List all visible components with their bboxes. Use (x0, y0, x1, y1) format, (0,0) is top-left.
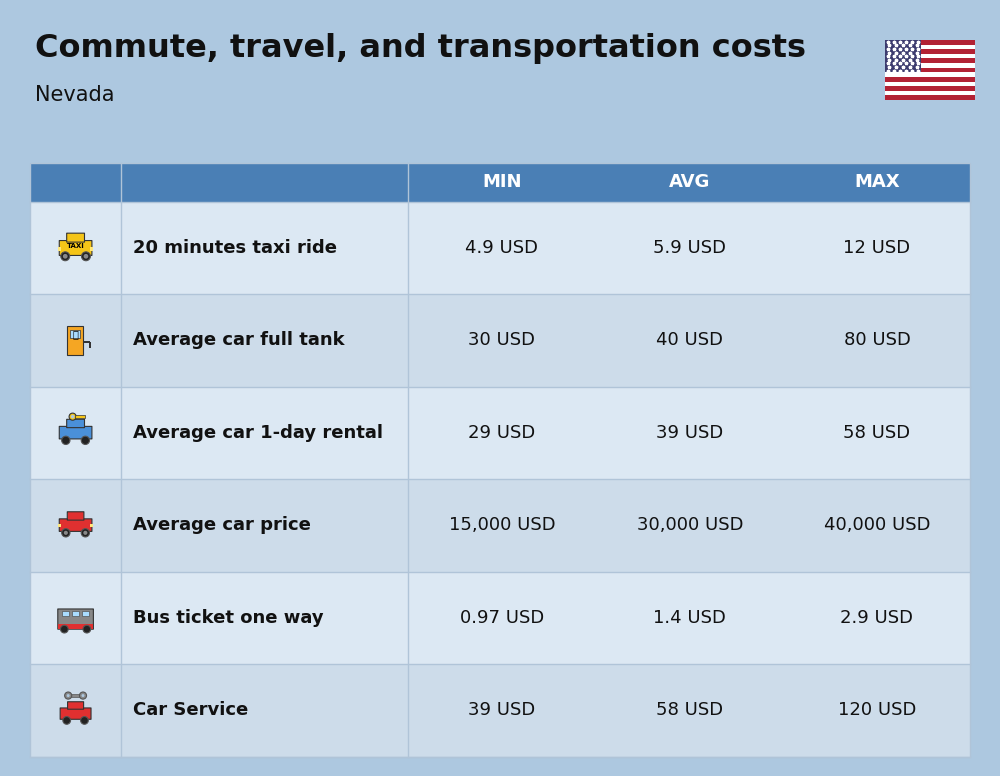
Bar (885, 58, 975, 63)
Bar (30, 386, 970, 479)
Text: 39 USD: 39 USD (656, 424, 724, 442)
Bar (885, 91, 975, 95)
Circle shape (81, 528, 89, 537)
Text: Average car price: Average car price (133, 516, 311, 535)
Bar (885, 40, 921, 72)
Circle shape (64, 531, 68, 535)
Text: 58 USD: 58 USD (843, 424, 911, 442)
Circle shape (84, 254, 88, 258)
Bar (30, 202, 970, 294)
Bar (885, 54, 975, 58)
Text: 4.9 USD: 4.9 USD (465, 239, 538, 257)
Text: 15,000 USD: 15,000 USD (449, 516, 555, 535)
Circle shape (63, 254, 68, 258)
Text: TAXI: TAXI (67, 243, 84, 248)
FancyBboxPatch shape (67, 233, 84, 242)
FancyBboxPatch shape (58, 609, 93, 629)
FancyBboxPatch shape (59, 241, 92, 255)
Bar (90, 248, 93, 251)
FancyBboxPatch shape (67, 512, 84, 520)
FancyBboxPatch shape (60, 708, 91, 719)
Bar (58, 624, 93, 629)
Bar (30, 163, 970, 757)
Bar (82, 611, 89, 616)
Circle shape (65, 692, 72, 699)
Circle shape (82, 694, 84, 697)
Text: 💧: 💧 (72, 329, 78, 339)
FancyBboxPatch shape (59, 519, 92, 532)
FancyBboxPatch shape (59, 426, 92, 439)
Bar (70, 330, 80, 338)
Bar (30, 479, 970, 572)
Text: 120 USD: 120 USD (838, 702, 916, 719)
Bar (30, 294, 970, 386)
Text: 39 USD: 39 USD (468, 702, 536, 719)
Bar (885, 86, 975, 91)
Bar (58, 248, 61, 251)
Text: 5.9 USD: 5.9 USD (653, 239, 726, 257)
Bar (885, 77, 975, 81)
Circle shape (61, 252, 70, 261)
FancyBboxPatch shape (68, 702, 84, 709)
Text: Average car 1-day rental: Average car 1-day rental (133, 424, 383, 442)
Circle shape (79, 692, 87, 699)
Text: 30,000 USD: 30,000 USD (637, 516, 743, 535)
Circle shape (60, 625, 68, 633)
Bar (885, 40, 975, 44)
Bar (885, 68, 975, 72)
Bar (75, 415, 85, 417)
Circle shape (81, 716, 88, 724)
Circle shape (62, 528, 70, 537)
Bar (58, 524, 61, 527)
Text: Commute, travel, and transportation costs: Commute, travel, and transportation cost… (35, 33, 806, 64)
Text: 12 USD: 12 USD (843, 239, 911, 257)
Bar (885, 72, 975, 77)
Bar (67, 326, 83, 355)
Text: 30 USD: 30 USD (468, 331, 535, 349)
Text: MIN: MIN (482, 173, 522, 192)
Circle shape (62, 436, 70, 445)
Text: 40,000 USD: 40,000 USD (824, 516, 930, 535)
Circle shape (63, 716, 71, 724)
Bar (83, 341, 90, 344)
Text: Bus ticket one way: Bus ticket one way (133, 609, 324, 627)
Bar (30, 163, 970, 202)
Bar (89, 342, 91, 348)
Text: AVG: AVG (669, 173, 711, 192)
Bar (885, 49, 975, 54)
Text: 0.97 USD: 0.97 USD (460, 609, 544, 627)
FancyBboxPatch shape (67, 419, 84, 428)
Circle shape (82, 252, 90, 261)
Circle shape (69, 413, 76, 421)
Bar (30, 572, 970, 664)
Bar (72, 611, 79, 616)
Text: Average car full tank: Average car full tank (133, 331, 345, 349)
Text: 58 USD: 58 USD (656, 702, 723, 719)
Bar (68, 694, 83, 697)
Text: 40 USD: 40 USD (656, 331, 723, 349)
Bar (885, 81, 975, 86)
Circle shape (71, 415, 74, 418)
Text: MAX: MAX (854, 173, 900, 192)
Text: 2.9 USD: 2.9 USD (840, 609, 913, 627)
Bar (30, 664, 970, 757)
Text: Nevada: Nevada (35, 85, 114, 105)
Text: 29 USD: 29 USD (468, 424, 536, 442)
Circle shape (67, 694, 70, 697)
Bar (62, 611, 69, 616)
Text: 1.4 USD: 1.4 USD (653, 609, 726, 627)
Circle shape (83, 531, 87, 535)
Bar (885, 40, 975, 100)
Text: 80 USD: 80 USD (844, 331, 910, 349)
Bar (885, 95, 975, 100)
Bar (90, 524, 93, 527)
Bar (885, 44, 975, 49)
Circle shape (81, 436, 89, 445)
Text: 20 minutes taxi ride: 20 minutes taxi ride (133, 239, 337, 257)
Circle shape (83, 625, 91, 633)
Text: Car Service: Car Service (133, 702, 248, 719)
Bar (885, 63, 975, 68)
